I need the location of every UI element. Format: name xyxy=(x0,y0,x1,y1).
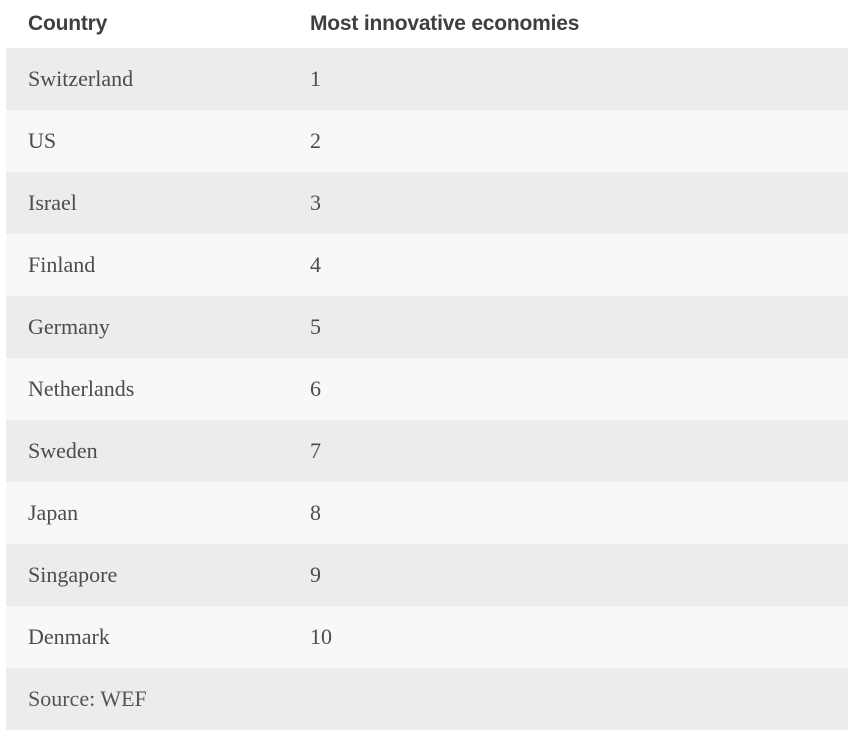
rank-cell: 10 xyxy=(310,624,332,649)
country-cell: Israel xyxy=(28,190,77,215)
table-row: Denmark 10 xyxy=(6,606,848,668)
rank-cell: 8 xyxy=(310,500,321,525)
table-row: Netherlands 6 xyxy=(6,358,848,420)
source-label: Source: WEF xyxy=(28,686,147,711)
table-row: Finland 4 xyxy=(6,234,848,296)
table-row: Germany 5 xyxy=(6,296,848,358)
country-cell: Sweden xyxy=(28,438,98,463)
rank-cell: 7 xyxy=(310,438,321,463)
country-cell: Switzerland xyxy=(28,66,134,91)
rank-cell: 9 xyxy=(310,562,321,587)
table-row: Japan 8 xyxy=(6,482,848,544)
rank-cell: 3 xyxy=(310,190,321,215)
table-row: Singapore 9 xyxy=(6,544,848,606)
country-cell: Netherlands xyxy=(28,376,135,401)
column-header-most-innovative-economies: Most innovative economies xyxy=(310,12,580,35)
country-cell: Singapore xyxy=(28,562,118,587)
table-row: Israel 3 xyxy=(6,172,848,234)
table-header-row: Country Most innovative economies xyxy=(6,0,848,48)
country-cell: US xyxy=(28,128,57,153)
column-header-country: Country xyxy=(28,12,108,35)
table-row: US 2 xyxy=(6,110,848,172)
country-cell: Japan xyxy=(28,500,79,525)
rank-cell: 4 xyxy=(310,252,321,277)
country-cell: Finland xyxy=(28,252,96,277)
rank-cell: 1 xyxy=(310,66,321,91)
source-row: Source: WEF xyxy=(6,668,848,730)
rank-cell: 5 xyxy=(310,314,321,339)
country-cell: Germany xyxy=(28,314,110,339)
rank-cell: 2 xyxy=(310,128,321,153)
rank-cell: 6 xyxy=(310,376,321,401)
table-body: Switzerland 1 US 2 Israel 3 Finland 4 Germany 5 Ne… xyxy=(0,48,854,668)
table-row: Sweden 7 xyxy=(6,420,848,482)
country-cell: Denmark xyxy=(28,624,110,649)
table-row: Switzerland 1 xyxy=(6,48,848,110)
